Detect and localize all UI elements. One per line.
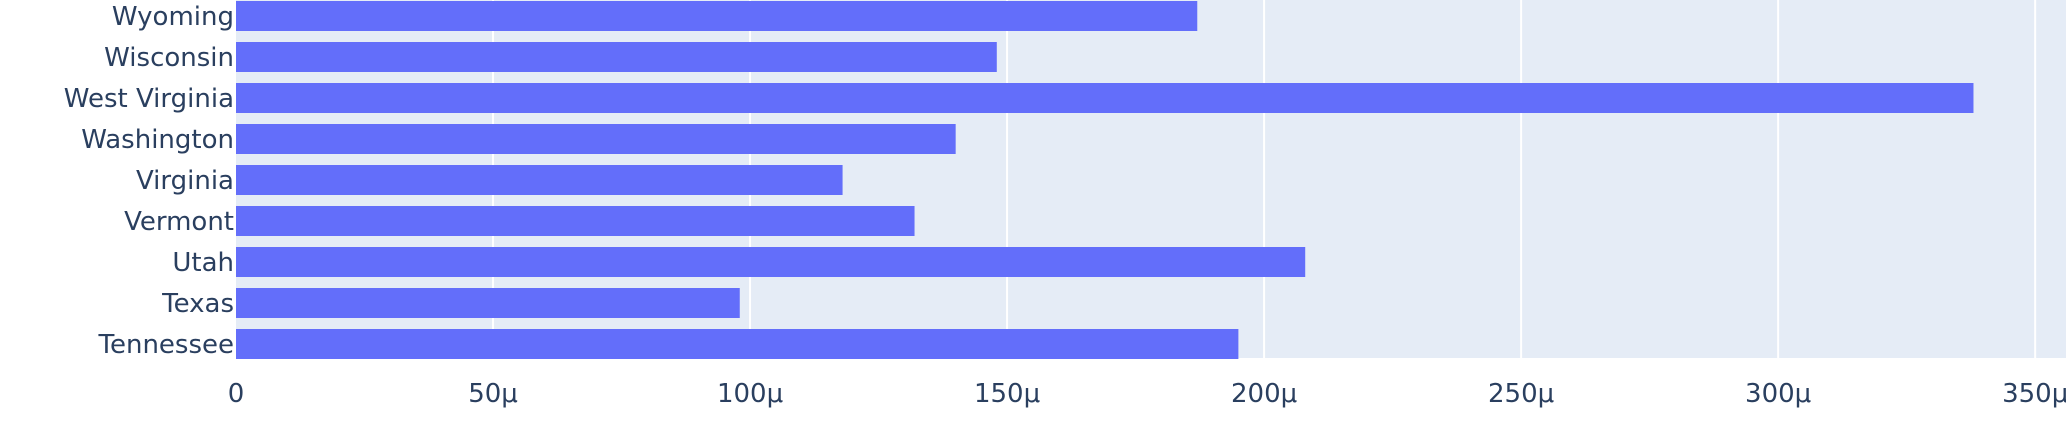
x-tick-label: 350μ (2002, 379, 2066, 409)
bar (236, 329, 1239, 359)
bars (236, 1, 1974, 359)
x-tick-label: 100μ (717, 379, 783, 409)
y-tick-label: Virginia (136, 166, 234, 196)
y-tick-label: Wyoming (112, 2, 234, 32)
y-tick-label: Utah (172, 248, 234, 278)
y-tick-label: Washington (81, 125, 234, 155)
x-tick-label: 250μ (1488, 379, 1554, 409)
y-tick-label: Tennessee (98, 330, 235, 360)
x-tick-label: 150μ (974, 379, 1040, 409)
bar (236, 83, 1974, 113)
y-tick-label: Texas (161, 289, 234, 319)
x-tick-label: 300μ (1745, 379, 1811, 409)
y-axis-tick-labels: Wyoming Wisconsin West Virginia Washington V… (64, 2, 234, 360)
x-tick-label: 50μ (468, 379, 518, 409)
bar (236, 42, 997, 72)
bar (236, 288, 740, 318)
bar (236, 247, 1306, 277)
y-tick-label: Wisconsin (104, 43, 234, 73)
x-tick-label: 0 (228, 379, 245, 409)
y-tick-label: Vermont (124, 207, 234, 237)
bar (236, 165, 843, 195)
bar (236, 206, 915, 236)
y-tick-label: West Virginia (64, 84, 234, 114)
bar (236, 1, 1198, 31)
x-axis-tick-labels: 0 50μ 100μ 150μ 200μ 250μ 300μ 350μ (228, 379, 2066, 409)
x-tick-label: 200μ (1231, 379, 1297, 409)
bar (236, 124, 956, 154)
